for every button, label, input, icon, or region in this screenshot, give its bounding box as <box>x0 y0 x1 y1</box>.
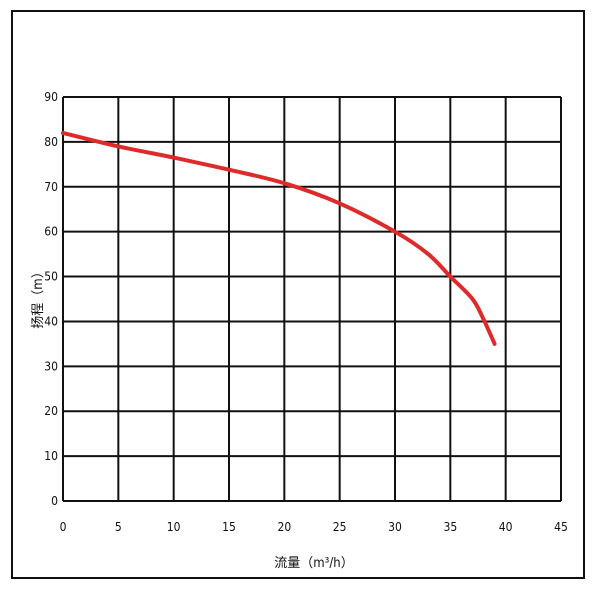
y-tick-label-7: 70 <box>44 180 58 194</box>
x-axis-label: 流量（m³/h） <box>274 556 353 571</box>
y-tick-label-3: 30 <box>44 359 58 373</box>
x-tick-label-9: 45 <box>554 520 568 534</box>
series-line <box>61 130 497 346</box>
y-tick-label-9: 90 <box>44 90 58 104</box>
x-tick-label-0: 0 <box>60 520 67 534</box>
x-tick-label-8: 40 <box>499 520 513 534</box>
x-tick-label-5: 25 <box>333 520 347 534</box>
x-tick-label-3: 15 <box>222 520 236 534</box>
x-tick-label-4: 20 <box>277 520 291 534</box>
y-tick-label-4: 40 <box>44 314 58 328</box>
chart-frame <box>11 10 585 579</box>
y-tick-label-0: 0 <box>51 494 58 508</box>
x-tick-labels: 0 5 10 15 20 25 30 35 40 45 <box>60 520 568 534</box>
y-tick-label-1: 10 <box>44 449 58 463</box>
y-axis-label: 扬程（m） <box>31 265 46 328</box>
y-tick-label-2: 20 <box>44 404 58 418</box>
x-tick-label-7: 35 <box>443 520 457 534</box>
x-tick-label-1: 5 <box>115 520 122 534</box>
y-tick-label-6: 60 <box>44 225 58 239</box>
y-tick-labels: 0 10 20 30 40 50 60 70 80 90 <box>44 90 58 508</box>
x-tick-label-6: 30 <box>388 520 402 534</box>
y-tick-label-5: 50 <box>44 270 58 284</box>
y-tick-label-8: 80 <box>44 135 58 149</box>
x-tick-label-2: 10 <box>167 520 181 534</box>
grid <box>62 96 562 502</box>
